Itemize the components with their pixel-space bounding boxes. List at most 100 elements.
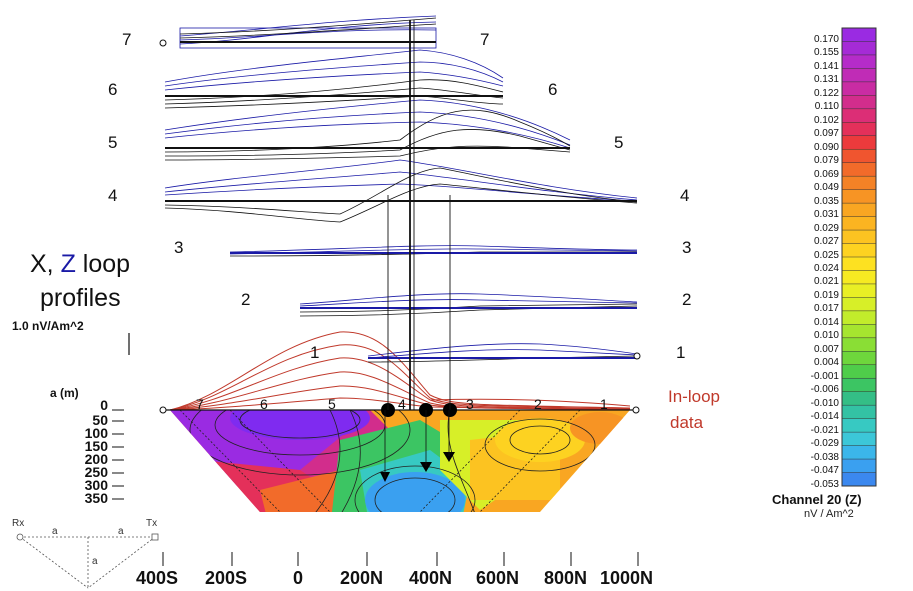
colorbar-swatch [842,95,876,110]
depth-axis-ticks [112,409,124,500]
colorbar-tick-label: 0.021 [813,276,839,288]
profile-row-4 [164,159,638,223]
colorbar-tick-label: 0.049 [813,182,839,194]
colorbar-swatch [842,257,876,271]
profile-6-left-label: 6 [108,80,118,99]
colorbar-swatch [842,54,876,69]
x-tick-0: 0 [293,568,304,588]
profile-6-right-label: 6 [548,80,558,99]
pseudo-label-5: 5 [328,396,336,412]
colorbar-swatch [842,432,876,447]
profile-row-2 [299,293,638,317]
profile-row-5 [164,99,571,161]
colorbar-swatch [842,28,876,42]
colorbar-tick-label: -0.014 [810,411,839,423]
colorbar-swatch [842,230,876,245]
colorbar-tick-label: 0.155 [813,47,839,59]
depth-tick-0: 0 [100,397,108,413]
profile-7-right-label: 7 [480,30,490,49]
colorbar-tick-label: -0.029 [810,438,839,450]
rx-label: Rx [12,518,25,529]
inloop-line2: data [670,413,704,432]
colorbar-swatch [842,378,876,393]
profile-1-right-label: 1 [676,343,686,362]
x-axis-ticks [162,552,639,566]
colorbar-tick-label: 0.027 [813,236,839,248]
inloop-line1: In-loop [668,387,720,406]
profile-7-left-label: 7 [122,30,132,49]
colorbar-tick-label: -0.001 [810,370,839,382]
colorbar-tick-label: 0.035 [813,195,839,207]
profile-1-left-label: 1 [310,343,320,362]
colorbar-tick-label: 0.141 [813,60,839,72]
colorbar-frame [841,27,877,487]
depth-tick-350: 350 [84,490,108,506]
colorbar-swatch [842,216,876,231]
loop-profiles [128,15,641,410]
colorbar-tick-label: 0.025 [813,249,839,261]
profile-4-left-label: 4 [108,186,118,205]
profile-2-left-label: 2 [241,290,251,309]
colorbar-tick-label: 0.170 [813,34,839,45]
pseudo-label-7: 7 [196,396,204,412]
colorbar-swatch [842,68,876,83]
colorbar-swatch [842,108,876,123]
title-loop-text: loop [75,250,131,278]
colorbar-swatch [842,337,876,352]
colorbar-tick-label: 0.079 [813,155,839,167]
a-label-vertical: a [92,556,98,567]
pseudo-label-2: 2 [534,396,542,412]
depth-tick-150: 150 [84,438,108,454]
profile-row-7 [159,15,437,49]
colorbar-tick-label: 0.019 [813,289,839,301]
colorbar-swatch [842,283,876,298]
colorbar-tick-label: 0.090 [813,141,839,153]
colorbar-title: Channel 20 (Z) [772,492,862,507]
colorbar [841,27,877,487]
colorbar-swatch [842,149,876,164]
colorbar-tick-label: 0.010 [813,330,839,342]
profile-4-right-label: 4 [680,186,690,205]
x-tick-600N: 600N [476,568,520,588]
colorbar-swatch [842,81,876,96]
colorbar-unit: nV / Am^2 [804,508,854,520]
figure-title-line1: X, Z loop [30,250,130,279]
profile-row-6 [164,49,504,109]
colorbar-tick-label: -0.021 [810,424,839,436]
colorbar-swatch [842,445,876,460]
depth-tick-200: 200 [84,451,108,467]
x-tick-400N: 400N [409,568,453,588]
colorbar-swatch [842,364,876,379]
colorbar-tick-label: 0.017 [813,303,839,315]
x-tick-200S: 200S [205,568,248,588]
title-z-text: Z [60,250,76,278]
profile-5-right-label: 5 [614,133,624,152]
colorbar-tick-label: -0.010 [810,397,839,409]
colorbar-tick-label: -0.047 [810,465,839,477]
depth-axis-label: a (m) [50,386,79,400]
x-tick-200N: 200N [340,568,384,588]
x-tick-1000N: 1000N [600,568,654,588]
colorbar-swatch [842,176,876,191]
colorbar-tick-label: 0.122 [813,87,839,99]
colorbar-tick-label: 0.102 [813,114,839,126]
colorbar-swatch [842,270,876,285]
pseudo-label-6: 6 [260,396,268,412]
a-label-left: a [52,526,58,537]
x-tick-400S: 400S [136,568,179,588]
colorbar-swatch [842,324,876,339]
colorbar-swatch [842,391,876,406]
colorbar-tick-label: 0.097 [813,128,839,140]
pseudosection [159,331,640,512]
scale-label: 1.0 nV/Am^2 [12,319,84,333]
profile-row-1 [367,343,641,363]
profile-row-3 [229,245,638,257]
figure-title-line2: profiles [40,284,121,312]
array-geometry-sketch [16,533,159,589]
colorbar-tick-label: 0.004 [813,357,839,369]
colorbar-swatch [842,122,876,137]
colorbar-tick-label: -0.038 [810,451,839,463]
colorbar-tick-label: 0.069 [813,168,839,180]
profile-3-right-label: 3 [682,238,692,257]
